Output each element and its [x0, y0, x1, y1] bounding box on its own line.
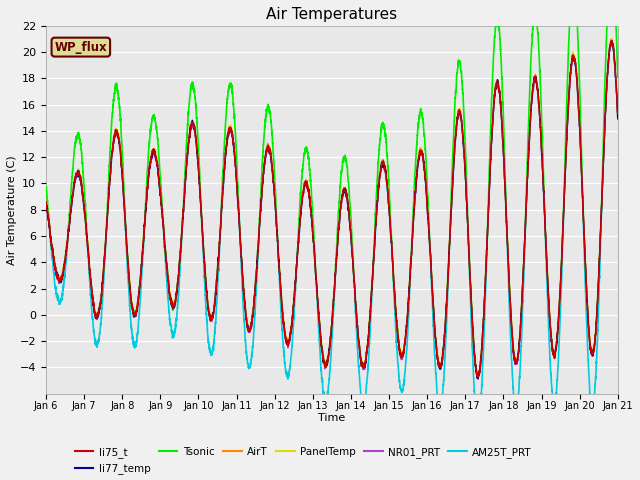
Title: Air Temperatures: Air Temperatures — [266, 7, 397, 22]
Legend: li75_t, li77_temp, Tsonic, AirT, PanelTemp, NR01_PRT, AM25T_PRT: li75_t, li77_temp, Tsonic, AirT, PanelTe… — [70, 443, 536, 478]
Y-axis label: Air Temperature (C): Air Temperature (C) — [7, 155, 17, 264]
Text: WP_flux: WP_flux — [54, 41, 107, 54]
X-axis label: Time: Time — [318, 413, 346, 422]
